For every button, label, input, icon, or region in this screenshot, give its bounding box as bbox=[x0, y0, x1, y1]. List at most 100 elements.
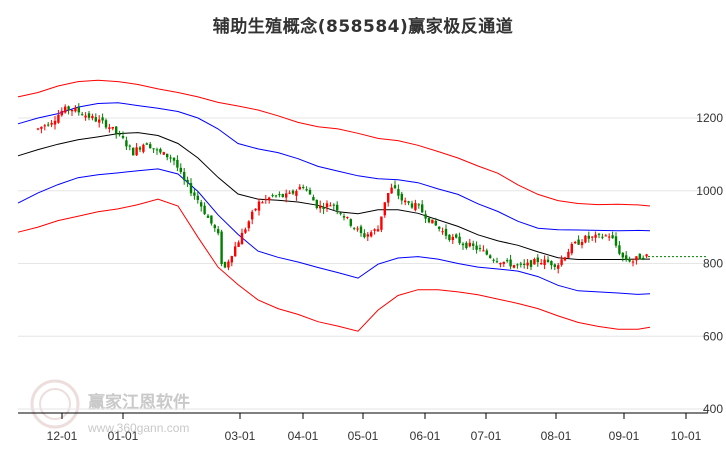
candle-body bbox=[448, 234, 451, 241]
candle-body bbox=[461, 243, 465, 246]
candle-body bbox=[618, 245, 621, 254]
candle-body bbox=[312, 196, 315, 201]
chart-title: 辅助生殖概念(858584)赢家极反通道 bbox=[212, 17, 514, 37]
candle-body bbox=[625, 255, 628, 260]
candle-body bbox=[230, 256, 233, 263]
candle-body bbox=[43, 125, 46, 127]
candle-body bbox=[94, 117, 97, 122]
candle-body bbox=[302, 187, 305, 189]
series-line-inner-upper bbox=[17, 102, 651, 232]
candle-body bbox=[81, 114, 84, 116]
candle-body bbox=[227, 261, 230, 268]
candle-body bbox=[223, 261, 227, 268]
series-line-outer-lower bbox=[17, 198, 651, 332]
candle-body bbox=[397, 189, 400, 196]
candle-body bbox=[404, 200, 407, 203]
candle-body bbox=[329, 205, 332, 207]
candle-body bbox=[529, 260, 533, 267]
candle-body bbox=[189, 183, 193, 194]
candle-body bbox=[67, 106, 70, 111]
candle-body bbox=[166, 153, 169, 158]
candle-body bbox=[523, 263, 526, 265]
candle-body bbox=[373, 229, 376, 231]
candle-body bbox=[533, 258, 536, 265]
candle-body bbox=[121, 135, 125, 138]
candle-body bbox=[47, 124, 50, 126]
candle-body bbox=[400, 193, 403, 201]
x-tick-label: 06-01 bbox=[410, 429, 441, 443]
candle-body bbox=[519, 263, 522, 265]
candle-body bbox=[502, 261, 505, 264]
candle-body bbox=[206, 215, 210, 218]
candle-body bbox=[254, 208, 257, 211]
grid bbox=[18, 117, 708, 410]
series-line-midline bbox=[17, 132, 650, 260]
candle-body bbox=[601, 236, 604, 238]
candle-body bbox=[244, 229, 247, 233]
candle-body bbox=[36, 128, 40, 130]
candle-body bbox=[125, 140, 128, 147]
watermark: 赢家江恩软件 www.360gann.com bbox=[30, 379, 190, 435]
candle-body bbox=[455, 234, 458, 238]
candle-body bbox=[478, 248, 482, 250]
candle-body bbox=[495, 261, 499, 263]
candle-body bbox=[540, 263, 543, 265]
candle-body bbox=[587, 235, 590, 239]
candle-body bbox=[621, 252, 624, 258]
candle-body bbox=[383, 202, 386, 216]
candle-body bbox=[342, 216, 346, 218]
x-tick-label: 08-01 bbox=[541, 429, 572, 443]
candle-body bbox=[431, 219, 434, 224]
candle-body bbox=[281, 194, 284, 197]
watermark-brand-text: 赢家江恩软件 bbox=[88, 392, 190, 413]
candle-body bbox=[271, 195, 274, 197]
candle-body bbox=[336, 204, 339, 211]
candle-body bbox=[349, 219, 352, 226]
candle-body bbox=[240, 232, 244, 245]
y-tick-label: 600 bbox=[703, 329, 723, 343]
candle-body bbox=[104, 120, 108, 128]
candle-body bbox=[451, 236, 454, 241]
candle-body bbox=[492, 259, 495, 261]
candle-body bbox=[594, 234, 597, 238]
candle-body bbox=[614, 236, 618, 246]
candle-body bbox=[346, 216, 349, 218]
watermark-logo-inner bbox=[39, 388, 71, 420]
candle-body bbox=[465, 242, 468, 248]
candle-body bbox=[574, 241, 577, 244]
x-tick-label: 09-01 bbox=[609, 429, 640, 443]
candle-body bbox=[305, 189, 308, 191]
candle-body bbox=[438, 226, 441, 229]
x-tick-label: 07-01 bbox=[471, 429, 502, 443]
candle-body bbox=[217, 229, 220, 234]
candle-body bbox=[563, 257, 567, 261]
x-axis: 12-01 01-01 03-01 04-01 05-01 06-01 07-01 08-01… bbox=[18, 412, 708, 443]
candle-body bbox=[489, 255, 492, 258]
candle-body bbox=[264, 198, 267, 201]
candle-body bbox=[387, 193, 390, 203]
series-line-outer-upper bbox=[17, 79, 651, 207]
channel-lines bbox=[17, 79, 651, 332]
candle-body bbox=[434, 220, 437, 226]
candle-body bbox=[591, 236, 594, 238]
candle-body bbox=[40, 126, 43, 129]
candle-body bbox=[390, 187, 393, 194]
candle-body bbox=[546, 259, 550, 263]
candle-body bbox=[485, 250, 488, 255]
candle-body bbox=[475, 245, 478, 250]
candle-body bbox=[509, 259, 512, 267]
candle-body bbox=[506, 260, 509, 262]
candle-body bbox=[257, 201, 261, 211]
y-tick-label: 400 bbox=[703, 402, 723, 416]
candle-body bbox=[380, 216, 383, 230]
candle-body bbox=[611, 235, 614, 239]
candle-body bbox=[159, 148, 162, 153]
candle-body bbox=[149, 144, 152, 149]
candle-body bbox=[193, 192, 196, 196]
candle-body bbox=[200, 202, 203, 207]
candle-body bbox=[274, 195, 278, 197]
candle-body bbox=[57, 114, 60, 123]
candle-body bbox=[577, 239, 580, 245]
candle-body bbox=[553, 264, 556, 267]
candle-body bbox=[557, 265, 560, 269]
